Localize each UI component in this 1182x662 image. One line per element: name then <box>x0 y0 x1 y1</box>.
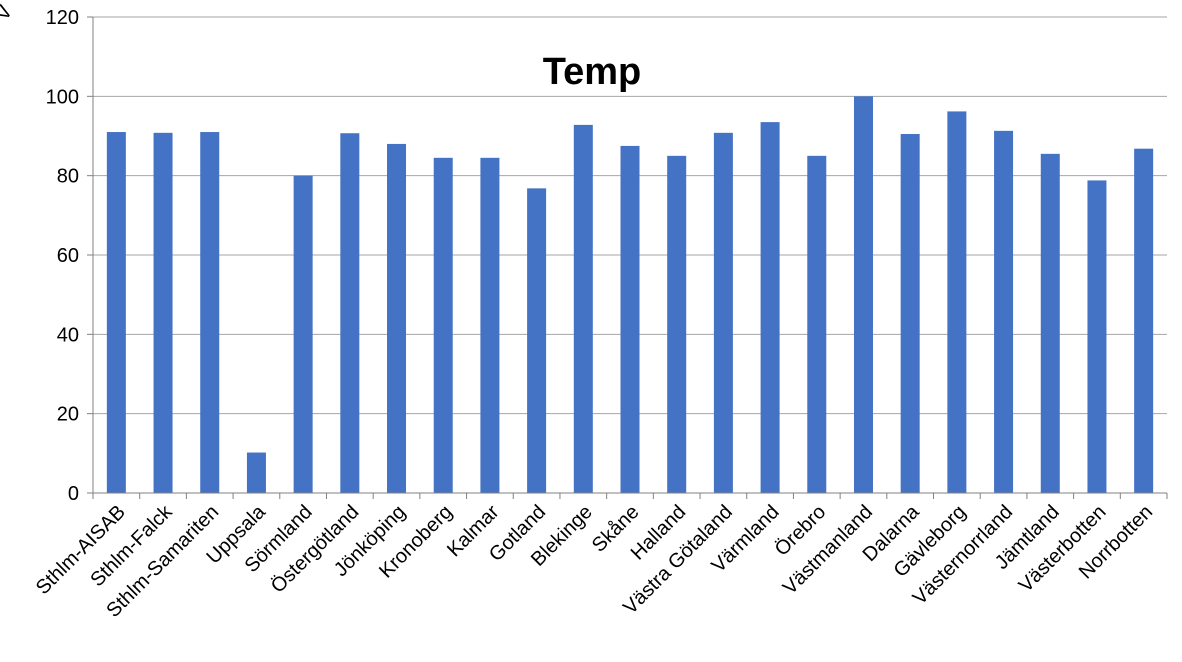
bars <box>106 96 1154 494</box>
bar <box>994 130 1014 494</box>
y-tick-label: 80 <box>57 166 79 188</box>
y-tick-label: 0 <box>68 483 79 505</box>
bar <box>1087 180 1107 493</box>
bar <box>620 145 640 493</box>
bar <box>106 132 126 494</box>
y-tick-label: 120 <box>46 7 79 29</box>
y-tick-label: 100 <box>46 86 79 108</box>
bar <box>340 133 360 493</box>
bar <box>713 132 733 493</box>
bar <box>947 111 967 493</box>
bar <box>1134 148 1154 493</box>
bar <box>1040 153 1060 493</box>
y-tick-label: 40 <box>57 324 79 346</box>
y-axis-label: V <box>0 1 17 24</box>
bar <box>246 452 266 493</box>
chart-title: Temp <box>543 51 642 93</box>
y-tick-label: 60 <box>57 245 79 267</box>
bar <box>807 155 827 494</box>
bar <box>527 188 547 494</box>
bar <box>853 96 873 493</box>
bar <box>760 122 780 493</box>
bar <box>900 134 920 493</box>
axes <box>87 16 1168 499</box>
bar <box>667 155 687 494</box>
bar <box>387 143 407 493</box>
y-tick-labels: 0 20 40 60 80 100 120 <box>46 7 79 505</box>
bar <box>433 157 453 494</box>
y-tick-label: 20 <box>57 404 79 426</box>
bar <box>293 175 313 493</box>
bar <box>573 124 593 493</box>
bar <box>480 157 500 494</box>
bar <box>200 132 220 494</box>
bar <box>153 132 173 493</box>
x-tick-labels: Sthlm-AISABSthlm-FalckSthlm-SamaritenUpp… <box>32 500 1157 622</box>
